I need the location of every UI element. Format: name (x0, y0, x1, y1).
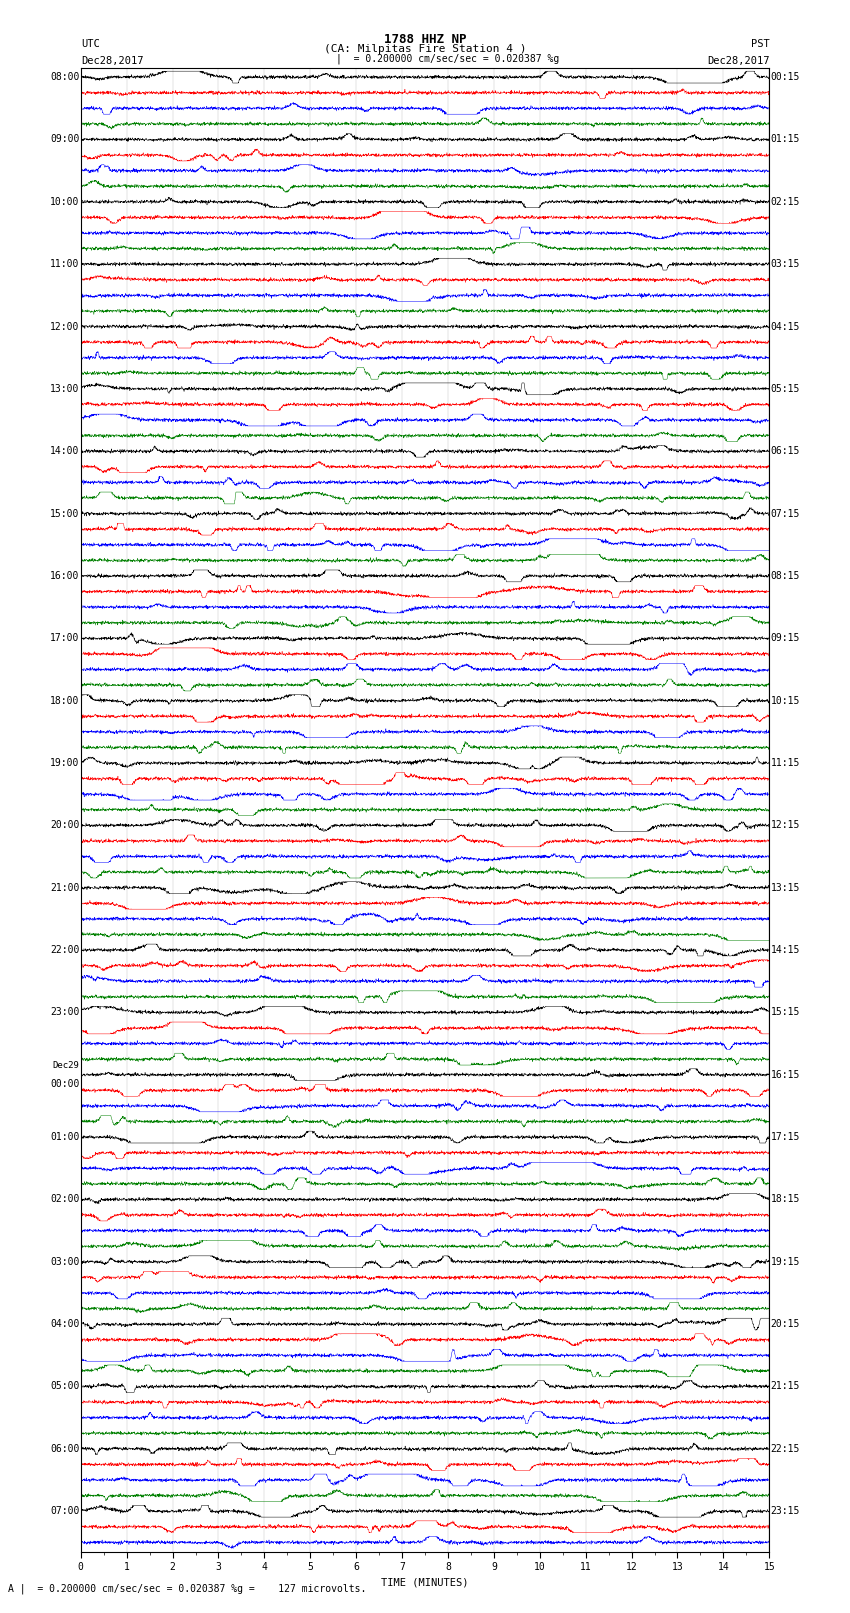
Text: 19:00: 19:00 (50, 758, 79, 768)
Text: 14:00: 14:00 (50, 447, 79, 456)
Text: Dec28,2017: Dec28,2017 (706, 56, 769, 66)
Text: 04:00: 04:00 (50, 1319, 79, 1329)
Text: 00:00: 00:00 (50, 1079, 79, 1089)
Text: 15:00: 15:00 (50, 508, 79, 518)
Text: (CA: Milpitas Fire Station 4 ): (CA: Milpitas Fire Station 4 ) (324, 44, 526, 55)
Text: 14:15: 14:15 (771, 945, 800, 955)
Text: 23:00: 23:00 (50, 1008, 79, 1018)
Text: Dec29: Dec29 (53, 1061, 79, 1071)
Text: 15:15: 15:15 (771, 1008, 800, 1018)
Text: PST: PST (751, 39, 769, 50)
Text: 20:15: 20:15 (771, 1319, 800, 1329)
Text: 1788 HHZ NP: 1788 HHZ NP (383, 32, 467, 47)
Text: 05:15: 05:15 (771, 384, 800, 394)
Text: 07:15: 07:15 (771, 508, 800, 518)
Text: 22:15: 22:15 (771, 1444, 800, 1453)
Text: 18:15: 18:15 (771, 1194, 800, 1205)
Text: 08:00: 08:00 (50, 73, 79, 82)
Text: 09:15: 09:15 (771, 634, 800, 644)
Text: 13:15: 13:15 (771, 882, 800, 892)
Text: 07:00: 07:00 (50, 1507, 79, 1516)
Text: 11:15: 11:15 (771, 758, 800, 768)
Text: 00:15: 00:15 (771, 73, 800, 82)
Text: 06:15: 06:15 (771, 447, 800, 456)
Text: 05:00: 05:00 (50, 1381, 79, 1392)
Text: 16:15: 16:15 (771, 1069, 800, 1079)
Text: 23:15: 23:15 (771, 1507, 800, 1516)
Text: 02:00: 02:00 (50, 1194, 79, 1205)
Text: 02:15: 02:15 (771, 197, 800, 206)
Text: Dec28,2017: Dec28,2017 (81, 56, 144, 66)
Text: |  = 0.200000 cm/sec/sec = 0.020387 %g: | = 0.200000 cm/sec/sec = 0.020387 %g (336, 53, 559, 65)
Text: 22:00: 22:00 (50, 945, 79, 955)
Text: 03:15: 03:15 (771, 260, 800, 269)
Text: 01:00: 01:00 (50, 1132, 79, 1142)
Text: 12:15: 12:15 (771, 821, 800, 831)
Text: 21:00: 21:00 (50, 882, 79, 892)
Text: 10:00: 10:00 (50, 197, 79, 206)
Text: 09:00: 09:00 (50, 134, 79, 145)
Text: 04:15: 04:15 (771, 321, 800, 332)
X-axis label: TIME (MINUTES): TIME (MINUTES) (382, 1578, 468, 1587)
Text: 11:00: 11:00 (50, 260, 79, 269)
Text: 06:00: 06:00 (50, 1444, 79, 1453)
Text: 17:00: 17:00 (50, 634, 79, 644)
Text: 20:00: 20:00 (50, 821, 79, 831)
Text: 10:15: 10:15 (771, 695, 800, 705)
Text: 17:15: 17:15 (771, 1132, 800, 1142)
Text: A |  = 0.200000 cm/sec/sec = 0.020387 %g =    127 microvolts.: A | = 0.200000 cm/sec/sec = 0.020387 %g … (8, 1584, 367, 1594)
Text: 13:00: 13:00 (50, 384, 79, 394)
Text: 12:00: 12:00 (50, 321, 79, 332)
Text: 21:15: 21:15 (771, 1381, 800, 1392)
Text: 18:00: 18:00 (50, 695, 79, 705)
Text: 19:15: 19:15 (771, 1257, 800, 1266)
Text: 01:15: 01:15 (771, 134, 800, 145)
Text: 03:00: 03:00 (50, 1257, 79, 1266)
Text: 08:15: 08:15 (771, 571, 800, 581)
Text: 16:00: 16:00 (50, 571, 79, 581)
Text: UTC: UTC (81, 39, 99, 50)
